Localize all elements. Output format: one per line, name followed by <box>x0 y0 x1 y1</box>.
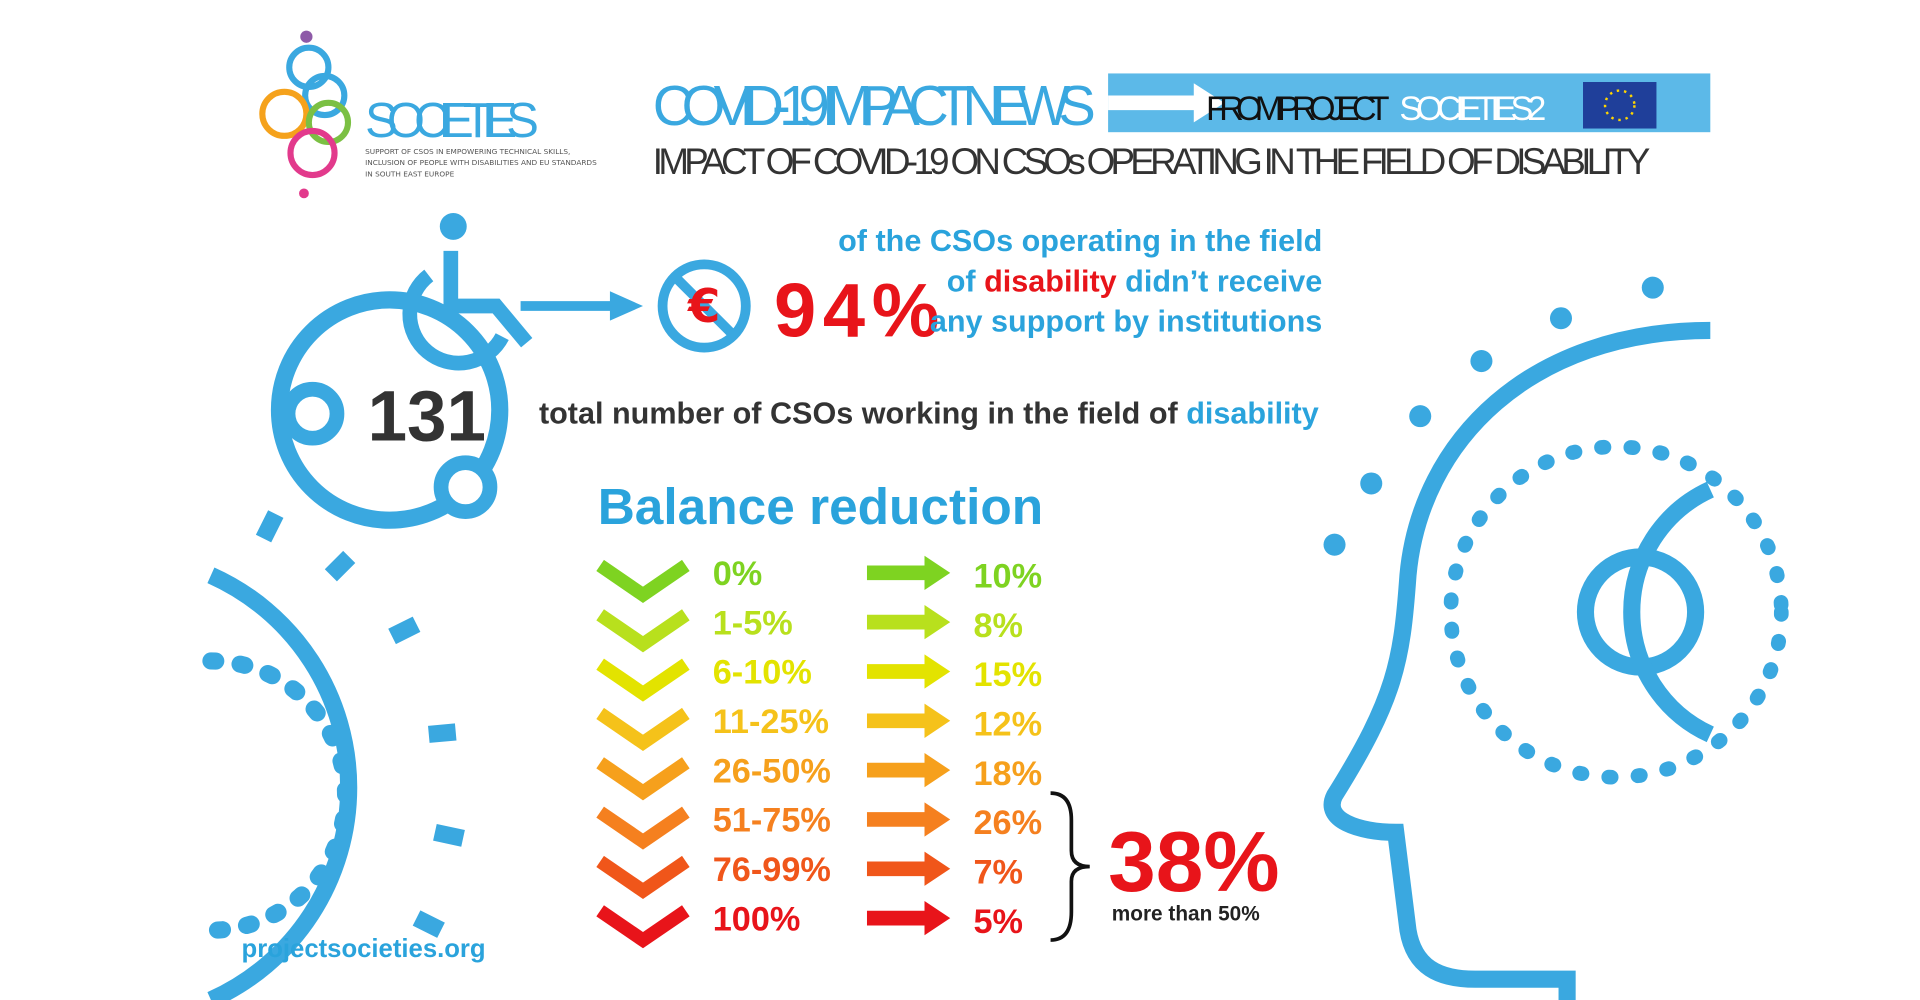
balance-title: Balance reduction <box>598 477 1044 535</box>
total-value: 131 <box>368 378 486 457</box>
row-arrow <box>866 752 951 788</box>
logo-tagline: INCLUSION OF PEOPLE WITH DISABILITIES AN… <box>365 158 597 167</box>
range-label: 0% <box>713 555 763 593</box>
total-text: total number of CSOs working in the fiel… <box>539 397 1179 431</box>
header-arrow <box>1108 83 1225 123</box>
support-highlight: disability <box>984 264 1117 298</box>
range-label: 11-25% <box>713 703 829 741</box>
header-project: SOCIETIES2 <box>1399 90 1546 128</box>
row-arrow <box>866 802 951 837</box>
header-from: FROM PROJECT <box>1206 90 1390 128</box>
share-label: 12% <box>973 705 1042 743</box>
share-label: 10% <box>973 558 1042 596</box>
currency-symbol: € <box>687 279 720 333</box>
header-title: COVID-19 IMPACT NEWS <box>653 74 1096 137</box>
chevron <box>596 609 690 653</box>
summary-value: 38% <box>1108 814 1279 910</box>
range-label: 26-50% <box>713 752 831 790</box>
chevron <box>596 707 690 752</box>
share-label: 15% <box>973 656 1042 694</box>
total-text: total number of CSOs working in the fiel… <box>539 397 1319 431</box>
brace <box>1050 791 1090 942</box>
logo-tagline: IN SOUTH EAST EUROPE <box>365 169 454 178</box>
no-money-icon <box>657 259 751 353</box>
support-text: of <box>947 264 977 298</box>
share-label: 5% <box>973 903 1023 941</box>
logo-icon <box>259 30 352 199</box>
range-label: 100% <box>713 900 801 938</box>
chevron <box>596 806 690 850</box>
total-highlight: disability <box>1186 397 1319 431</box>
chevron <box>596 905 690 949</box>
wheelchair-icon <box>270 212 613 529</box>
chevron <box>596 658 690 702</box>
footer-url: projectsocieties.org <box>242 935 486 963</box>
support-text: any support by institutions <box>930 305 1322 339</box>
support-text: of disability didn’t receive <box>947 264 1323 298</box>
logo-tagline: SUPPORT OF CSOS IN EMPOWERING TECHNICAL … <box>365 147 570 156</box>
range-label: 1-5% <box>713 604 793 642</box>
support-value: 94% <box>774 269 939 354</box>
range-label: 51-75% <box>713 802 831 840</box>
share-label: 26% <box>973 804 1042 842</box>
row-arrow <box>866 605 951 640</box>
header-subtitle: IMPACT OF COVID-19 ON CSOs OPERATING IN … <box>653 141 1651 182</box>
eu-stars <box>1603 89 1636 122</box>
share-label: 7% <box>973 853 1023 891</box>
arrow-head <box>609 291 643 321</box>
row-arrow <box>866 900 951 936</box>
share-label: 18% <box>973 755 1042 793</box>
support-text: of the CSOs operating in the field <box>838 224 1322 258</box>
range-label: 76-99% <box>713 851 831 889</box>
chevron <box>596 559 690 604</box>
row-arrow <box>866 555 951 590</box>
summary-label: more than 50% <box>1112 902 1260 925</box>
support-text: didn’t receive <box>1125 264 1322 298</box>
chevron <box>596 757 690 801</box>
range-label: 6-10% <box>713 654 812 692</box>
balance-rows: 0% 10% 1-5% 8% 6-10% 15% 11-25% 12% 26-50% 18% 51-… <box>596 555 1042 949</box>
row-arrow <box>866 851 951 886</box>
share-label: 8% <box>973 607 1023 645</box>
eu-flag <box>1583 82 1657 129</box>
sun-decoration <box>202 510 465 1000</box>
head-rays <box>1323 276 1664 556</box>
head-outline <box>1323 321 1789 1000</box>
chevron <box>596 855 690 899</box>
row-arrow <box>866 654 951 689</box>
logo-name: SOCIETIES <box>365 94 539 148</box>
row-arrow <box>866 703 951 738</box>
